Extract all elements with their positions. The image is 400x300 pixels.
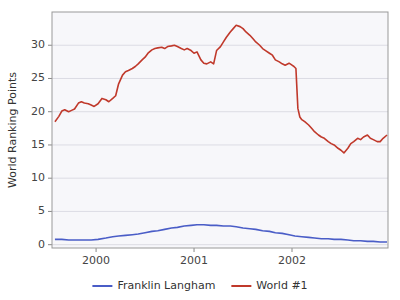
series-line [55, 225, 387, 242]
series-group [55, 25, 387, 242]
legend-label: World #1 [256, 279, 307, 292]
x-tick-label: 2001 [180, 254, 208, 267]
tick-mark [48, 78, 52, 79]
legend: Franklin Langham World #1 [92, 279, 307, 292]
tick-mark [48, 244, 52, 245]
y-tick-label: 10 [31, 171, 45, 184]
y-tick-label: 15 [31, 138, 45, 151]
legend-swatch [231, 285, 251, 287]
tick-mark [96, 248, 97, 252]
tick-mark [48, 111, 52, 112]
y-tick-label: 0 [38, 238, 45, 251]
grid-line [52, 111, 388, 112]
tick-mark [48, 178, 52, 179]
y-tick-label: 20 [31, 105, 45, 118]
legend-swatch [92, 285, 112, 287]
grid-line [52, 144, 388, 145]
tick-mark [48, 211, 52, 212]
grid-line [52, 244, 388, 245]
x-tick-label: 2002 [278, 254, 306, 267]
x-tick-label: 2000 [82, 254, 110, 267]
y-tick-label: 5 [38, 204, 45, 217]
grid-line [52, 211, 388, 212]
tick-mark [48, 45, 52, 46]
y-axis-label: World Ranking Points [6, 72, 19, 188]
tick-mark [292, 248, 293, 252]
plot-area [52, 12, 388, 248]
grid-line [52, 45, 388, 46]
plot-frame [52, 12, 388, 248]
y-tick-label: 30 [31, 38, 45, 51]
tick-mark [48, 144, 52, 145]
grid-line [52, 78, 388, 79]
tick-mark [194, 248, 195, 252]
legend-label: Franklin Langham [117, 279, 215, 292]
y-tick-label: 25 [31, 71, 45, 84]
y-grid [52, 45, 388, 244]
chart: 0 5 10 15 20 25 30 2000 2001 2002 World Ranking Po… [0, 0, 400, 300]
grid-line [52, 178, 388, 179]
series-line [55, 25, 387, 153]
